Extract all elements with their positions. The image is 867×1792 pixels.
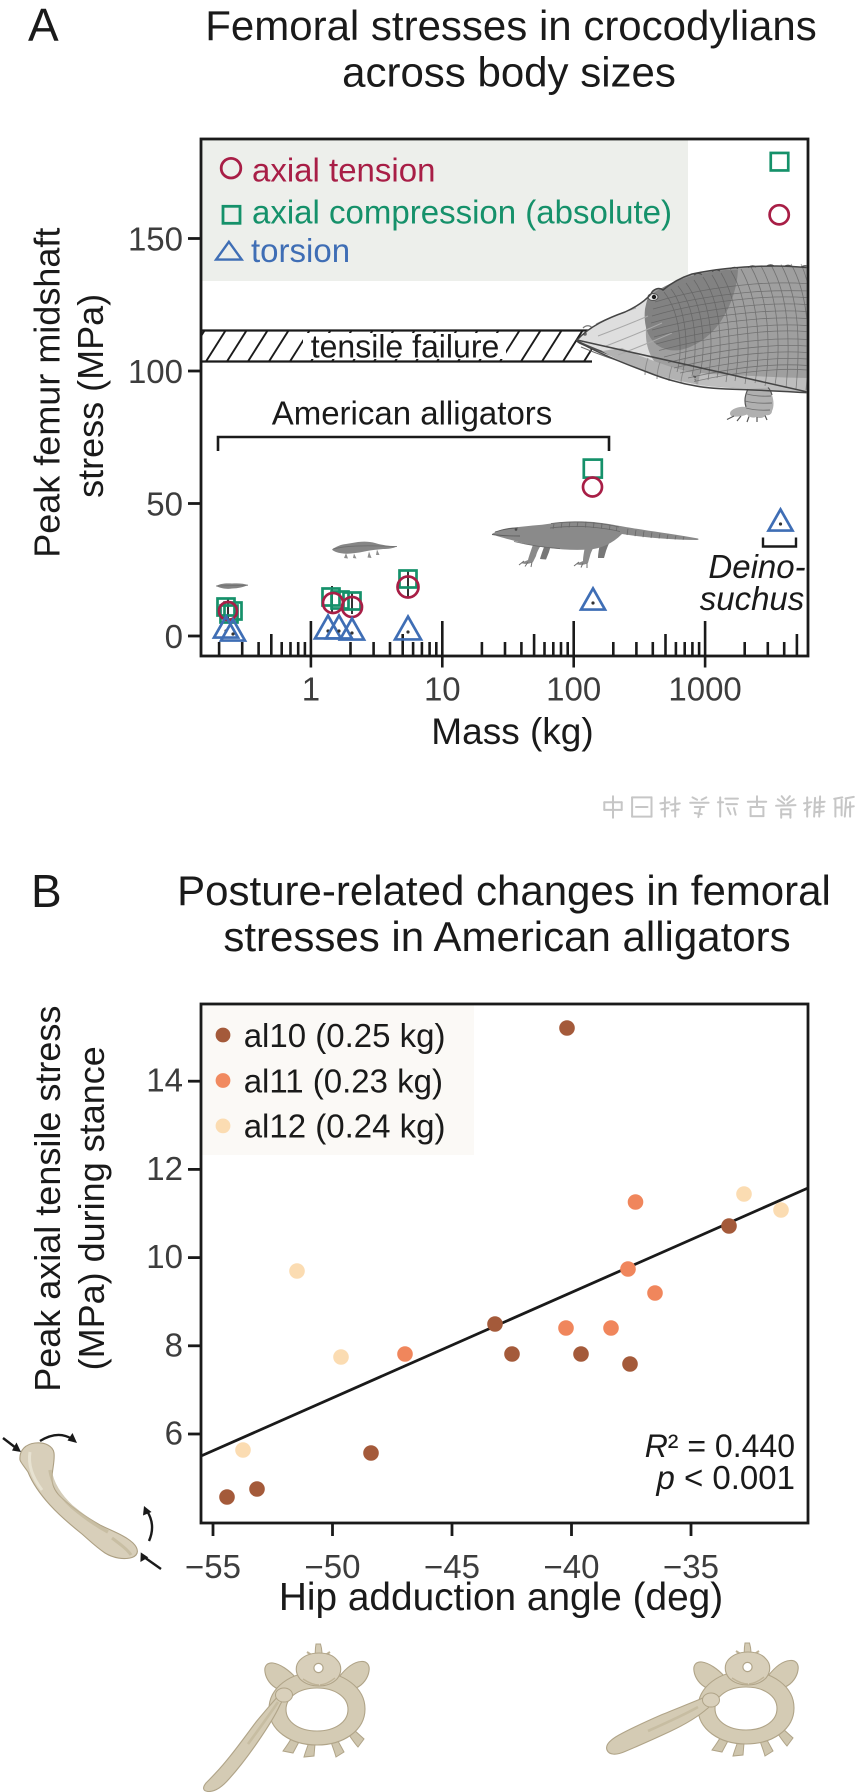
svg-text:−55: −55	[185, 1548, 241, 1585]
svg-text:14: 14	[146, 1062, 183, 1099]
svg-text:B: B	[31, 865, 62, 917]
svg-text:6: 6	[165, 1415, 183, 1452]
svg-text:100: 100	[546, 671, 601, 708]
svg-text:stress (MPa): stress (MPa)	[70, 294, 111, 498]
svg-text:−50: −50	[305, 1548, 361, 1585]
svg-text:(MPa) during stance: (MPa) during stance	[71, 1046, 112, 1370]
svg-text:Femoral stresses in crocodylia: Femoral stresses in crocodylians	[205, 2, 817, 49]
svg-text:150: 150	[128, 220, 183, 257]
svg-text:10: 10	[424, 671, 461, 708]
svg-text:p < 0.001: p < 0.001	[655, 1459, 795, 1496]
svg-text:Peak axial tensile stress: Peak axial tensile stress	[27, 1006, 68, 1392]
svg-text:al11 (0.23 kg): al11 (0.23 kg)	[244, 1062, 443, 1099]
svg-text:axial compression (absolute): axial compression (absolute)	[252, 194, 672, 231]
svg-text:across body sizes: across body sizes	[342, 49, 676, 96]
svg-text:−45: −45	[424, 1548, 480, 1585]
svg-text:100: 100	[128, 353, 183, 390]
svg-text:−40: −40	[544, 1548, 600, 1585]
svg-text:1: 1	[302, 671, 320, 708]
svg-text:0: 0	[165, 618, 183, 655]
svg-text:12: 12	[146, 1150, 183, 1187]
svg-text:1000: 1000	[668, 671, 741, 708]
svg-text:al12 (0.24 kg): al12 (0.24 kg)	[244, 1108, 446, 1145]
svg-text:Mass (kg): Mass (kg)	[431, 711, 593, 752]
svg-text:R² = 0.440: R² = 0.440	[645, 1428, 795, 1464]
svg-text:tensile failure: tensile failure	[311, 329, 500, 365]
svg-text:axial tension: axial tension	[252, 151, 435, 188]
svg-text:torsion: torsion	[251, 232, 350, 269]
svg-text:50: 50	[146, 485, 183, 522]
svg-text:A: A	[28, 0, 59, 51]
svg-text:Deino-: Deino-	[708, 548, 805, 585]
svg-text:Posture-related changes in fem: Posture-related changes in femoral	[177, 867, 831, 914]
svg-text:suchus: suchus	[700, 580, 805, 617]
svg-text:al10 (0.25 kg): al10 (0.25 kg)	[244, 1017, 446, 1054]
svg-text:Hip adduction angle (deg): Hip adduction angle (deg)	[279, 1576, 723, 1619]
svg-text:American alligators: American alligators	[272, 395, 553, 432]
svg-text:10: 10	[146, 1238, 183, 1275]
svg-text:−35: −35	[663, 1548, 719, 1585]
svg-text:8: 8	[165, 1326, 183, 1363]
svg-text:Peak femur midshaft: Peak femur midshaft	[27, 228, 68, 558]
svg-text:stresses in American alligator: stresses in American alligators	[223, 913, 790, 960]
